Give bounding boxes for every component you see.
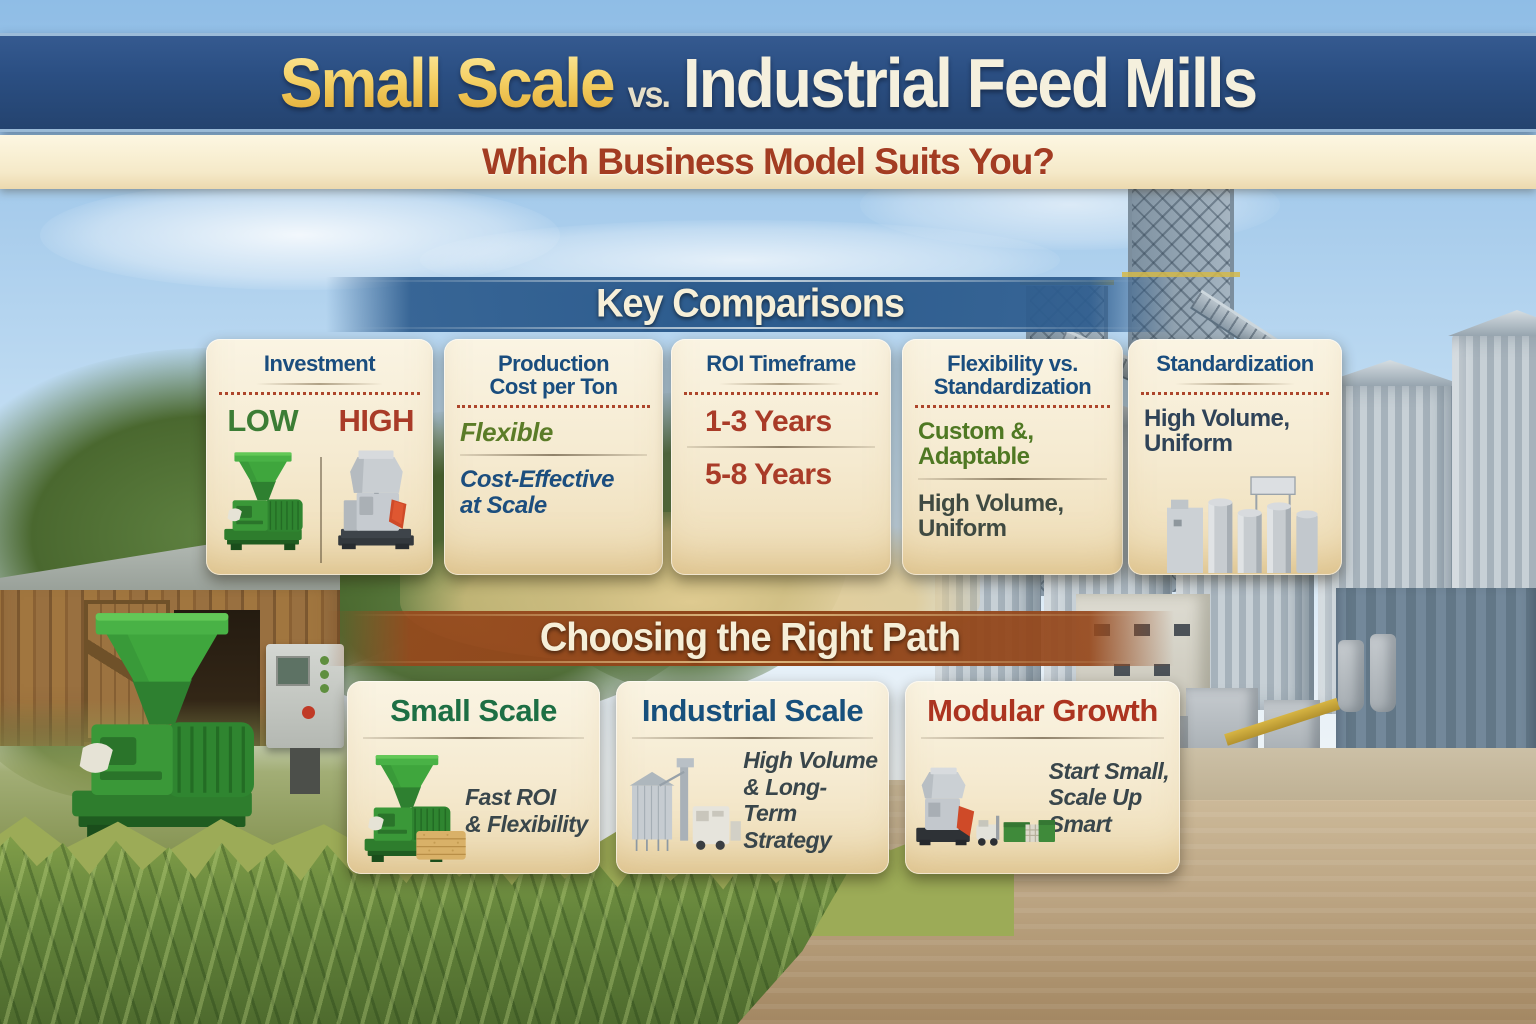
card-title: Flexibility vs. Standardization [933, 351, 1092, 400]
dotted-divider [915, 405, 1110, 409]
page-subtitle: Which Business Model Suits You? [481, 141, 1055, 182]
dotted-divider [1141, 392, 1329, 396]
title-small-scale: Small Scale [279, 43, 616, 122]
key-comparisons-title: Key Comparisons [595, 281, 905, 327]
industrial-gray-pellet-mill-image [327, 445, 425, 551]
subtitle-band: Which Business Model Suits You? [0, 135, 1536, 189]
card-title: Standardization [1156, 351, 1314, 376]
control-panel-box-image [262, 644, 348, 794]
divider [687, 445, 875, 448]
card-investment: Investment LOW HIGH [206, 339, 433, 575]
warehouse-building-image [1336, 588, 1536, 818]
small-hopper-image [1338, 640, 1364, 712]
green-pellet-mill-image [52, 596, 272, 842]
divider [363, 737, 584, 739]
card-small-scale: Small Scale Fast ROI & Flexibility [347, 681, 600, 874]
vertical-divider [319, 457, 322, 563]
roi-industrial-value: 5-8 Years [705, 457, 832, 491]
title-banner: Small Scale vs. Industrial Feed Mills [0, 33, 1536, 132]
key-comparisons-banner: Key Comparisons [326, 277, 1174, 332]
industrial-scale-description: High Volume & Long-Term Strategy [743, 747, 878, 853]
card-title: Investment [263, 351, 376, 376]
steel-silo-image [1452, 334, 1536, 634]
title-vs: vs. [627, 73, 671, 115]
production-cost-small-scale-value: Flexible [460, 417, 553, 448]
flexibility-small-scale-value: Custom &, Adaptable [918, 418, 1034, 471]
card-title: Modular Growth [927, 693, 1158, 728]
feed-mill-plant-image [624, 745, 741, 863]
production-cost-industrial-value: Cost-Effective at Scale [460, 466, 614, 519]
dotted-divider [219, 392, 420, 396]
divider [719, 383, 843, 386]
divider [255, 383, 384, 386]
steel-silos-image [1148, 473, 1338, 573]
roi-small-scale-value: 1-3 Years [705, 405, 832, 439]
title-industrial-feed-mills: Industrial Feed Mills [682, 43, 1258, 122]
dotted-divider [457, 405, 650, 409]
modular-machines-forklift-image [913, 745, 1047, 863]
card-industrial-scale: Industrial Scale High Volume & Long-Term… [616, 681, 889, 874]
card-title: Production Cost per Ton [489, 351, 618, 400]
investment-high-label: HIGH [338, 403, 415, 439]
card-production-cost: Production Cost per Ton Flexible Cost-Ef… [444, 339, 663, 575]
divider [632, 737, 873, 739]
card-modular-growth: Modular Growth Start Small, Scale Up Sma… [905, 681, 1180, 874]
page-title: Small Scale vs. Industrial Feed Mills [279, 43, 1258, 123]
divider [918, 477, 1107, 480]
small-green-pellet-mill-image [214, 445, 312, 551]
card-roi-timeframe: ROI Timeframe 1-3 Years 5-8 Years [671, 339, 891, 575]
flexibility-industrial-value: High Volume, Uniform [918, 489, 1064, 542]
small-hopper-image [1370, 634, 1396, 712]
choosing-path-title: Choosing the Right Path [539, 615, 961, 661]
standardization-value: High Volume, Uniform [1144, 405, 1290, 458]
choosing-path-banner: Choosing the Right Path [326, 611, 1174, 666]
investment-low-label: LOW [227, 403, 299, 439]
small-scale-description: Fast ROI & Flexibility [465, 784, 588, 837]
green-pellet-mill-hay-image [355, 745, 463, 863]
divider [921, 737, 1164, 739]
dotted-divider [684, 392, 878, 396]
card-standardization: Standardization High Volume, Uniform [1128, 339, 1342, 575]
card-flexibility-vs-standardization: Flexibility vs. Standardization Custom &… [902, 339, 1123, 575]
card-title: Small Scale [390, 693, 557, 728]
divider [460, 454, 647, 457]
card-title: Industrial Scale [641, 693, 864, 728]
divider [1175, 383, 1295, 386]
hay-bale-icon [415, 827, 467, 861]
modular-growth-description: Start Small, Scale Up Smart [1048, 757, 1170, 837]
card-title: ROI Timeframe [706, 351, 856, 376]
